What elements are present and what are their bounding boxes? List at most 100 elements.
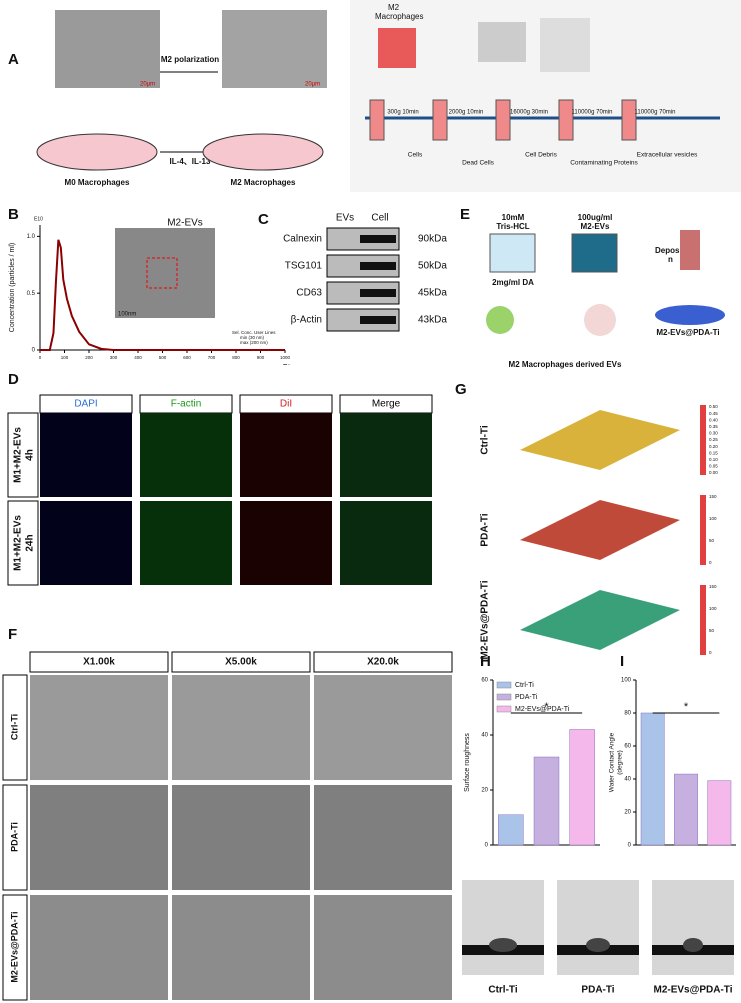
protein: TSG101 [285, 261, 323, 272]
column-header: X20.0k [367, 657, 399, 668]
cytokines: IL-4、IL-13 [170, 157, 211, 166]
row-header: 24h [25, 534, 36, 551]
sem-image [30, 785, 168, 890]
band [360, 289, 396, 297]
x-tick-label: 1000 [280, 355, 291, 360]
legend-swatch [496, 693, 512, 701]
fluorescence-image [340, 501, 432, 585]
colorbar-label: 50 [709, 628, 715, 633]
row-box [7, 500, 39, 586]
droplet [586, 938, 610, 952]
header-box [313, 651, 453, 673]
colorbar-label: 0.00 [709, 470, 718, 475]
droplet-photo [557, 880, 639, 975]
row-header: M2-EVs@PDA-Ti [9, 911, 19, 982]
colorbar-label: 0.40 [709, 417, 718, 422]
size: 45kDa [418, 288, 447, 299]
size: 43kDa [418, 315, 447, 326]
chart: 0 20 40 60 80 100 * Water Contact Angle (degree) [609, 678, 736, 849]
column-header: F-actin [171, 399, 202, 410]
tube [432, 99, 448, 141]
legend-swatch [496, 681, 512, 689]
colorbar-label: 0.05 [709, 464, 718, 469]
bar [707, 780, 732, 846]
surface-3d [520, 500, 680, 560]
y-label: Concentration (particles / ml) [9, 243, 16, 332]
y-tick-label: 60 [481, 678, 488, 684]
y-label: (degree) [617, 750, 624, 775]
size: 50kDa [418, 261, 447, 272]
y-tick-label: 0 [485, 843, 489, 849]
fluorescence-image [340, 413, 432, 497]
fluorescence-image [40, 413, 132, 497]
substrate [655, 305, 725, 325]
row-box [2, 894, 28, 1001]
x-tick-label: 400 [134, 355, 142, 360]
colorbar [700, 405, 706, 475]
colorbar-label: 50 [709, 538, 715, 543]
colorbar-label: 0 [709, 560, 712, 565]
y-tick-label: 80 [624, 711, 631, 717]
row-box [2, 674, 28, 781]
colorbar-label: 0.15 [709, 450, 718, 455]
column-header: X1.00k [83, 657, 115, 668]
row-header: Ctrl-Ti [9, 714, 19, 740]
protein: Calnexin [283, 234, 322, 245]
sem-image [314, 785, 452, 890]
step: 16000g 30min [510, 110, 548, 116]
legend-swatch [496, 705, 512, 713]
product: Cell Debris [525, 152, 558, 159]
row-header: 4h [25, 449, 36, 461]
legend: Sel. Conc. User Lines [232, 330, 276, 335]
legend-label: PDA-Ti [515, 694, 538, 701]
chart: 0 20 40 60 * Ctrl-Ti PDA-Ti M2-EVs@PDA-Ti Surfac… [464, 678, 600, 849]
sem-image [172, 895, 310, 1000]
cell [486, 306, 514, 334]
scale-bar: 20μm [305, 82, 320, 88]
reagent: Tris-HCL [496, 222, 529, 231]
tem-image [115, 228, 215, 318]
panel-label: D [8, 371, 19, 388]
row-header: PDA-Ti [480, 513, 491, 546]
colorbar [700, 585, 706, 655]
sem-image [172, 675, 310, 780]
header-box [171, 651, 311, 673]
step: 110000g 70min [635, 110, 676, 116]
band [360, 316, 396, 324]
column-header: X5.00k [225, 657, 257, 668]
colorbar-label: 0 [709, 650, 712, 655]
y-tick-label: 100 [621, 678, 632, 684]
fluorescence-image [240, 501, 332, 585]
bar [569, 729, 595, 846]
surface-3d [520, 410, 680, 470]
panel-label: E [460, 206, 470, 223]
colorbar-label: 0.10 [709, 457, 718, 462]
colorbar-label: 0.35 [709, 424, 718, 429]
x-tick-label: 900 [257, 355, 265, 360]
reagent: 10mM [502, 213, 525, 222]
product: Contaminating Proteins [570, 160, 638, 167]
reagent: 2mg/ml DA [492, 278, 534, 287]
colorbar-label: 150 [709, 584, 717, 589]
colorbar-label: 0.45 [709, 411, 718, 416]
row-header: M1+M2-EVs [13, 515, 24, 571]
bar [674, 773, 698, 846]
source: M2 Macrophages derived EVs [509, 360, 622, 369]
y-tick-label: 40 [624, 777, 631, 783]
caption: M2-EVs@PDA-Ti [653, 985, 732, 996]
exponent: E10 [34, 216, 43, 222]
colorbar-label: 0.25 [709, 437, 718, 442]
y-tick-label: 0 [32, 348, 36, 354]
significance: * [684, 701, 689, 713]
protein: β-Actin [291, 315, 322, 326]
droplet-photo [462, 880, 544, 975]
panel-label: B [8, 206, 19, 223]
row-header: M2-EVs@PDA-Ti [480, 580, 491, 659]
fluorescence-image [140, 501, 232, 585]
legend: min (30 nm) [240, 335, 265, 340]
chart: 0 0.5 1.0 0 100 200 300 400 500 600 700 800 900 1000 E… [9, 216, 295, 365]
label: M2 [388, 3, 400, 12]
significance: * [544, 701, 549, 713]
panel-label: C [258, 211, 269, 228]
